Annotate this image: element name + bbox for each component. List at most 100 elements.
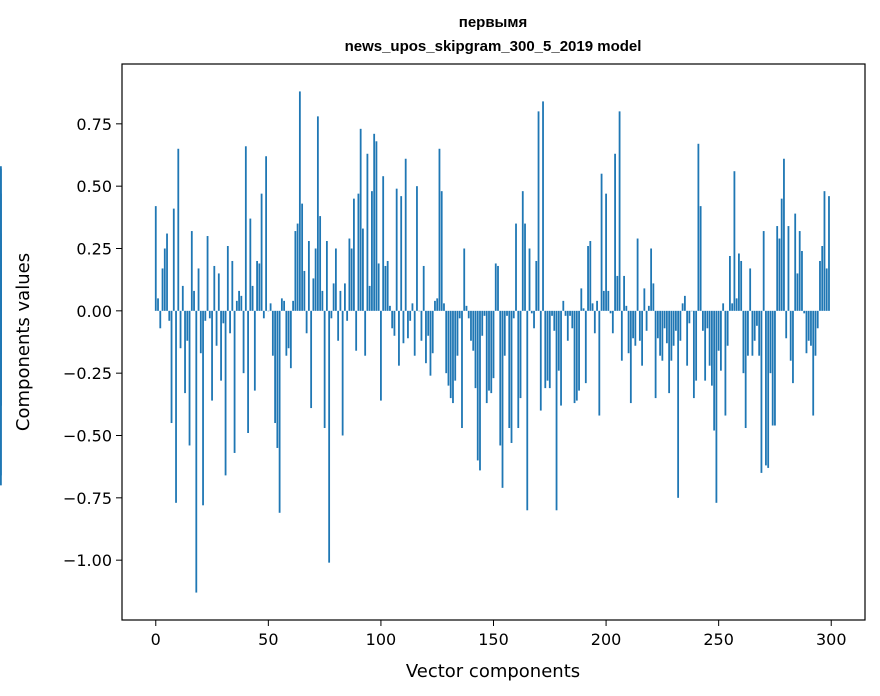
- bar-component-175: [548, 310, 551, 389]
- bar-component-173: [544, 310, 547, 389]
- bar-component-225: [661, 310, 664, 361]
- bar-component-284: [794, 213, 797, 311]
- bar-component-110: [402, 310, 405, 344]
- bar-component-272: [767, 310, 770, 468]
- bar-component-65: [301, 203, 304, 311]
- bar-component-192: [587, 246, 589, 311]
- bar-component-165: [526, 310, 529, 511]
- bar-component-90: [357, 193, 360, 311]
- bar-component-298: [825, 268, 828, 311]
- bar-component-250: [717, 310, 720, 351]
- bar-component-129: [445, 310, 448, 374]
- bar-component-109: [400, 196, 403, 311]
- x-tick-label: 200: [591, 630, 622, 649]
- bar-component-87: [350, 248, 353, 311]
- bar-component-127: [440, 191, 443, 311]
- x-tick-label: 300: [816, 630, 847, 649]
- x-tick-label: 0: [151, 630, 161, 649]
- bar-component-187: [575, 310, 578, 401]
- bar-component-34: [231, 260, 234, 311]
- bar-component-186: [573, 310, 576, 404]
- bar-component-42: [249, 218, 252, 311]
- bar-component-122: [429, 310, 432, 376]
- bar-component-264: [749, 268, 752, 311]
- bar-component-221: [652, 283, 655, 311]
- bar-component-170: [537, 111, 540, 311]
- bar-component-22: [204, 310, 207, 321]
- y-axis-ticks: −1.00 −0.75 −0.50 −0.25 0.00 0.25 0.50 0.75: [63, 115, 122, 570]
- bar-component-286: [798, 231, 801, 311]
- bar-component-151: [494, 263, 497, 311]
- bar-component-197: [598, 310, 601, 416]
- bar-component-274: [771, 310, 774, 426]
- bar-component-140: [470, 310, 472, 341]
- bar-component-97: [373, 133, 376, 311]
- bar-component-45: [256, 260, 258, 311]
- bar-component-115: [413, 310, 416, 356]
- plot-frame: [121, 63, 866, 621]
- bar-component-275: [774, 310, 776, 426]
- bar-component-194: [591, 303, 594, 311]
- bar-component-285: [796, 273, 799, 311]
- bar-component-216: [641, 310, 643, 366]
- bar-component-182: [564, 310, 567, 316]
- x-tick-label: 50: [258, 630, 278, 649]
- bar-component-180: [560, 310, 562, 406]
- y-tick-label: −0.50: [63, 426, 112, 445]
- bar-component-255: [729, 255, 731, 311]
- bar-component-25: [211, 310, 213, 401]
- bar-component-226: [663, 310, 666, 329]
- bar-component-106: [393, 310, 396, 336]
- bar-component-150: [492, 310, 495, 379]
- bar-component-281: [787, 226, 790, 311]
- bar-component-13: [184, 310, 186, 394]
- bar-component-4: [163, 248, 166, 311]
- bar-component-183: [566, 310, 569, 341]
- bar-component-84: [344, 283, 346, 311]
- bar-component-267: [756, 310, 758, 326]
- bar-component-5: [166, 233, 168, 311]
- bar-component-77: [328, 310, 331, 563]
- bar-component-243: [701, 310, 704, 331]
- bar-component-190: [582, 308, 585, 311]
- bar-component-290: [807, 310, 810, 341]
- bar-component-205: [616, 275, 619, 311]
- bar-component-211: [629, 310, 632, 404]
- bar-component-269: [760, 310, 763, 473]
- bar-component-111: [404, 158, 407, 311]
- bar-component-260: [740, 260, 743, 311]
- bar-component-282: [789, 310, 792, 361]
- bar-component-228: [668, 310, 671, 394]
- bar-component-144: [479, 310, 481, 471]
- bar-component-70: [312, 278, 315, 311]
- bar-component-176: [551, 310, 553, 316]
- bar-component-188: [578, 310, 580, 391]
- bar-component-24: [208, 310, 211, 319]
- bar-component-46: [258, 263, 261, 311]
- bar-component-263: [747, 310, 749, 356]
- bar-component-125: [436, 298, 439, 311]
- bar-component-214: [636, 238, 639, 311]
- bar-component-271: [765, 310, 767, 466]
- bar-component-85: [346, 310, 349, 321]
- bar-component-224: [659, 310, 662, 356]
- bar-component-28: [217, 273, 220, 311]
- bar-component-133: [454, 310, 457, 381]
- bar-component-134: [456, 310, 459, 356]
- bar-component-199: [602, 290, 605, 311]
- bar-component-283: [792, 310, 794, 384]
- bar-component-145: [481, 310, 484, 336]
- bar-component-124: [434, 300, 436, 311]
- bar-component-18: [195, 310, 198, 593]
- y-tick-label: 0.25: [76, 240, 112, 259]
- bar-component-276: [776, 226, 779, 311]
- bar-component-258: [735, 298, 738, 311]
- bar-component-229: [670, 310, 673, 361]
- bar-component-112: [407, 310, 409, 339]
- bar-component-160: [515, 223, 517, 311]
- bar-component-179: [557, 310, 560, 371]
- bar-component-8: [172, 208, 175, 311]
- bar-component-1: [157, 298, 159, 311]
- bar-component-143: [476, 310, 479, 461]
